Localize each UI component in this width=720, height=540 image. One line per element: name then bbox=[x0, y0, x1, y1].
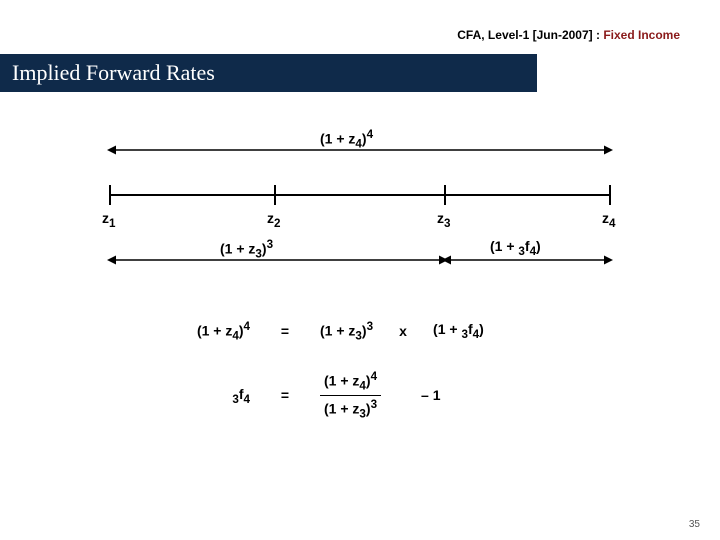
eq2-denominator: (1 + z3)3 bbox=[320, 395, 381, 420]
eq2-equals: = bbox=[260, 387, 310, 403]
equations: (1 + z4)4 = (1 + z3)3 x (1 + 3f4) 3f4 = … bbox=[140, 320, 580, 448]
tick-label-z1: z1 bbox=[102, 210, 115, 230]
equation-2: 3f4 = (1 + z4)4 (1 + z3)3 – 1 bbox=[140, 370, 580, 420]
eq2-fraction: (1 + z4)4 (1 + z3)3 bbox=[310, 370, 391, 420]
eq2-tail: – 1 bbox=[391, 387, 450, 403]
eq2-numerator: (1 + z4)4 bbox=[320, 370, 381, 394]
header: CFA, Level-1 [Jun-2007] : Fixed Income bbox=[457, 28, 680, 42]
page-number: 35 bbox=[689, 519, 700, 530]
eq1-times: x bbox=[383, 323, 423, 339]
header-topic: Fixed Income bbox=[603, 28, 680, 42]
mid-right-label: (1 + 3f4) bbox=[490, 238, 541, 258]
mid-left-label: (1 + z3)3 bbox=[220, 238, 273, 260]
top-span-label: (1 + z4)4 bbox=[320, 128, 373, 150]
eq1-term-b: (1 + 3f4) bbox=[423, 321, 494, 341]
slide-title: Implied Forward Rates bbox=[0, 54, 537, 92]
tick-label-z3: z3 bbox=[437, 210, 450, 230]
eq2-lhs: 3f4 bbox=[140, 386, 260, 406]
equation-1: (1 + z4)4 = (1 + z3)3 x (1 + 3f4) bbox=[140, 320, 580, 342]
forward-rate-diagram: (1 + z4)4 z1 z2 z3 z4 bbox=[100, 120, 620, 320]
tick-label-z2: z2 bbox=[267, 210, 280, 230]
eq1-equals: = bbox=[260, 323, 310, 339]
header-course: CFA, Level-1 [Jun-2007] : bbox=[457, 28, 603, 42]
tick-label-z4: z4 bbox=[602, 210, 615, 230]
eq1-lhs: (1 + z4)4 bbox=[140, 320, 260, 342]
eq1-term-a: (1 + z3)3 bbox=[310, 320, 383, 342]
